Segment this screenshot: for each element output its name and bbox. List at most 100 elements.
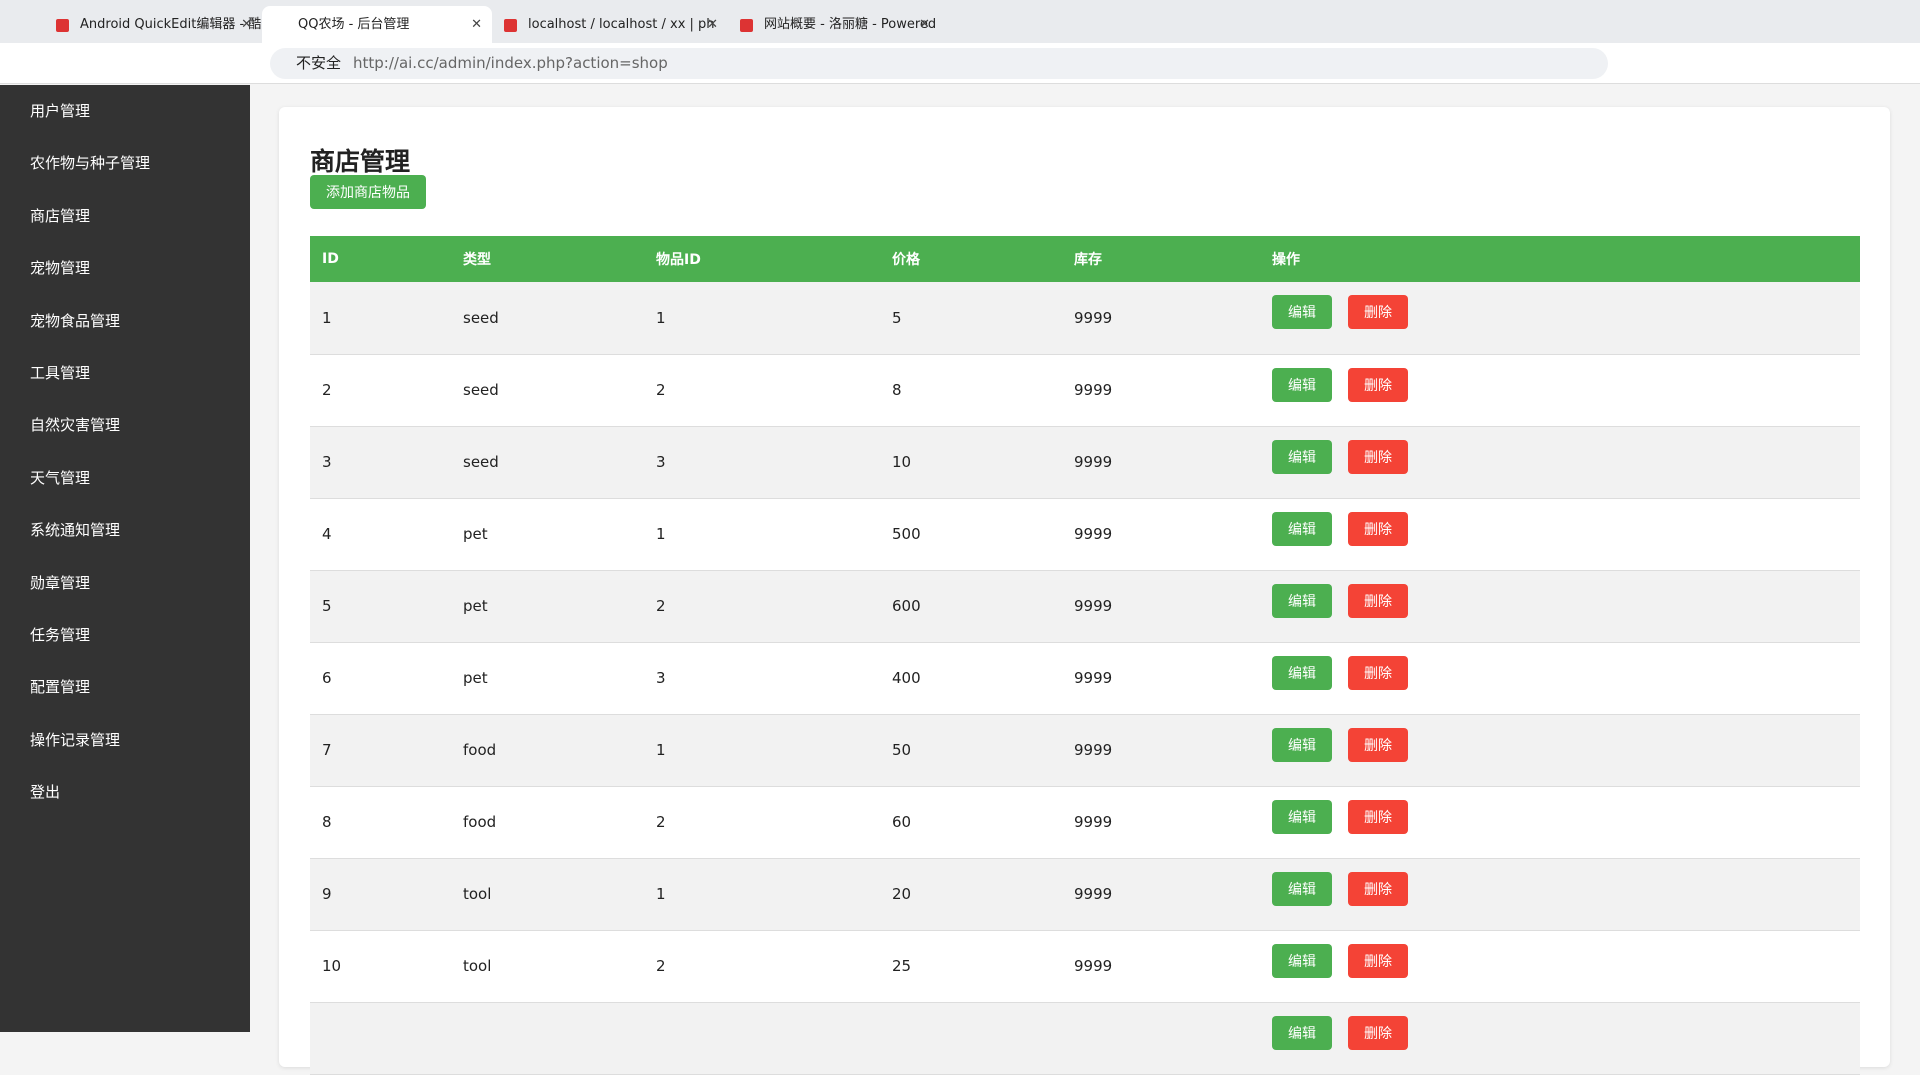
table-cell xyxy=(1062,1002,1260,1075)
edit-button[interactable]: 编辑 xyxy=(1272,439,1332,474)
table-row: 1 seed 1 5 9999 编辑 删除 xyxy=(310,282,1860,355)
sidebar-item[interactable]: 宠物管理 xyxy=(30,259,91,278)
table-cell xyxy=(644,1002,880,1075)
table-row: 8 food 2 60 9999 编辑 删除 xyxy=(310,786,1860,859)
url[interactable]: http://ai.cc/admin/index.php?action=shop xyxy=(353,54,668,72)
table-cell: 9999 xyxy=(1062,858,1260,931)
column-header: ID xyxy=(310,236,451,282)
sidebar-item[interactable]: 系统通知管理 xyxy=(30,521,121,540)
delete-button[interactable]: 删除 xyxy=(1348,799,1408,834)
tab[interactable]: Android QuickEdit编辑器 - 酷 ✕ xyxy=(44,6,262,43)
sidebar-item[interactable]: 配置管理 xyxy=(30,678,91,697)
delete-button[interactable]: 删除 xyxy=(1348,295,1408,329)
tab-close[interactable]: ✕ xyxy=(241,17,252,32)
actions-cell: 编辑 删除 xyxy=(1260,570,1860,643)
tab[interactable]: 网站概要 - 洛丽糖 - Powered b ✕ xyxy=(728,6,940,43)
table-cell: 9999 xyxy=(1062,426,1260,499)
table-cell: 9999 xyxy=(1062,714,1260,787)
tab-icon xyxy=(56,19,69,32)
table-cell: 2 xyxy=(644,930,880,1003)
tab[interactable]: localhost / localhost / xx | ph ✕ xyxy=(492,6,728,43)
table-cell: 2 xyxy=(644,354,880,427)
sidebar-item[interactable]: 农作物与种子管理 xyxy=(30,154,151,173)
table-cell: 3 xyxy=(310,426,451,499)
table-cell: 9999 xyxy=(1062,930,1260,1003)
tab-bar: Android QuickEdit编辑器 - 酷 ✕ QQ农场 - 后台管理 ✕ loc… xyxy=(0,0,1920,43)
table-cell: tool xyxy=(451,858,644,931)
table-cell: tool xyxy=(451,930,644,1003)
page-title: 商店管理 xyxy=(310,147,411,176)
table-cell: seed xyxy=(451,282,644,355)
table-cell: 8 xyxy=(880,354,1062,427)
url-box[interactable]: 不安全 http://ai.cc/admin/index.php?action=… xyxy=(270,48,1608,79)
edit-button[interactable]: 编辑 xyxy=(1272,943,1332,978)
sidebar-item[interactable]: 操作记录管理 xyxy=(30,730,121,749)
sidebar-item[interactable]: 天气管理 xyxy=(30,468,91,487)
delete-button[interactable]: 删除 xyxy=(1348,943,1408,978)
edit-button[interactable]: 编辑 xyxy=(1272,799,1332,834)
edit-button[interactable]: 编辑 xyxy=(1272,727,1332,762)
sidebar-item[interactable]: 登出 xyxy=(30,783,61,802)
address-bar: 不安全 http://ai.cc/admin/index.php?action=… xyxy=(0,43,1920,84)
table-cell: 9999 xyxy=(1062,570,1260,643)
table-cell: 1 xyxy=(644,282,880,355)
table-cell: 500 xyxy=(880,498,1062,571)
delete-button[interactable]: 删除 xyxy=(1348,1015,1408,1050)
table-row: 9 tool 1 20 9999 编辑 删除 xyxy=(310,858,1860,931)
tab[interactable]: QQ农场 - 后台管理 ✕ xyxy=(262,6,492,43)
delete-button[interactable]: 删除 xyxy=(1348,439,1408,474)
actions-cell: 编辑 删除 xyxy=(1260,282,1860,355)
actions-cell: 编辑 删除 xyxy=(1260,354,1860,427)
tab-icon xyxy=(740,19,753,32)
actions-cell: 编辑 删除 xyxy=(1260,1002,1860,1075)
delete-button[interactable]: 删除 xyxy=(1348,511,1408,546)
column-header: 价格 xyxy=(880,236,1062,282)
table-cell: 9999 xyxy=(1062,642,1260,715)
actions-cell: 编辑 删除 xyxy=(1260,642,1860,715)
table-cell: food xyxy=(451,786,644,859)
sidebar-item[interactable]: 宠物食品管理 xyxy=(30,311,121,330)
table-cell: 4 xyxy=(310,498,451,571)
add-button[interactable]: 添加商店物品 xyxy=(310,175,426,209)
table-cell: seed xyxy=(451,354,644,427)
delete-button[interactable]: 删除 xyxy=(1348,367,1408,402)
delete-button[interactable]: 删除 xyxy=(1348,655,1408,690)
actions-cell: 编辑 删除 xyxy=(1260,498,1860,571)
tab-title: localhost / localhost / xx | ph xyxy=(528,17,715,32)
table-cell: 60 xyxy=(880,786,1062,859)
delete-button[interactable]: 删除 xyxy=(1348,727,1408,762)
table-cell: 10 xyxy=(310,930,451,1003)
edit-button[interactable]: 编辑 xyxy=(1272,511,1332,546)
edit-button[interactable]: 编辑 xyxy=(1272,367,1332,402)
delete-button[interactable]: 删除 xyxy=(1348,583,1408,618)
tab-close[interactable]: ✕ xyxy=(707,17,718,32)
table-cell: 1 xyxy=(644,498,880,571)
edit-button[interactable]: 编辑 xyxy=(1272,295,1332,329)
sidebar-item[interactable]: 商店管理 xyxy=(30,206,91,225)
table-cell: 6 xyxy=(310,642,451,715)
column-header: 类型 xyxy=(451,236,644,282)
sidebar-item[interactable]: 自然灾害管理 xyxy=(30,416,121,435)
edit-button[interactable]: 编辑 xyxy=(1272,655,1332,690)
table-cell: 600 xyxy=(880,570,1062,643)
sidebar-item[interactable]: 工具管理 xyxy=(30,363,91,382)
security-label[interactable]: 不安全 xyxy=(296,54,342,72)
column-header: 库存 xyxy=(1062,236,1260,282)
edit-button[interactable]: 编辑 xyxy=(1272,1015,1332,1050)
table-row: 10 tool 2 25 9999 编辑 删除 xyxy=(310,930,1860,1003)
sidebar-item[interactable]: 用户管理 xyxy=(30,102,91,120)
edit-button[interactable]: 编辑 xyxy=(1272,871,1332,906)
table-row: 6 pet 3 400 9999 编辑 删除 xyxy=(310,642,1860,715)
table-body: 1 seed 1 5 9999 编辑 删除 2 seed 2 8 9999 编辑 删除 3 seed 3 10 99… xyxy=(310,282,1860,1075)
tab-close[interactable]: ✕ xyxy=(919,17,930,32)
edit-button[interactable]: 编辑 xyxy=(1272,583,1332,618)
sidebar-item[interactable]: 任务管理 xyxy=(30,625,91,644)
tab-close[interactable]: ✕ xyxy=(471,17,482,32)
table-row: 7 food 1 50 9999 编辑 删除 xyxy=(310,714,1860,787)
actions-cell: 编辑 删除 xyxy=(1260,786,1860,859)
table-row: 2 seed 2 8 9999 编辑 删除 xyxy=(310,354,1860,427)
sidebar-item[interactable]: 勋章管理 xyxy=(30,573,91,592)
table-row: 5 pet 2 600 9999 编辑 删除 xyxy=(310,570,1860,643)
delete-button[interactable]: 删除 xyxy=(1348,871,1408,906)
